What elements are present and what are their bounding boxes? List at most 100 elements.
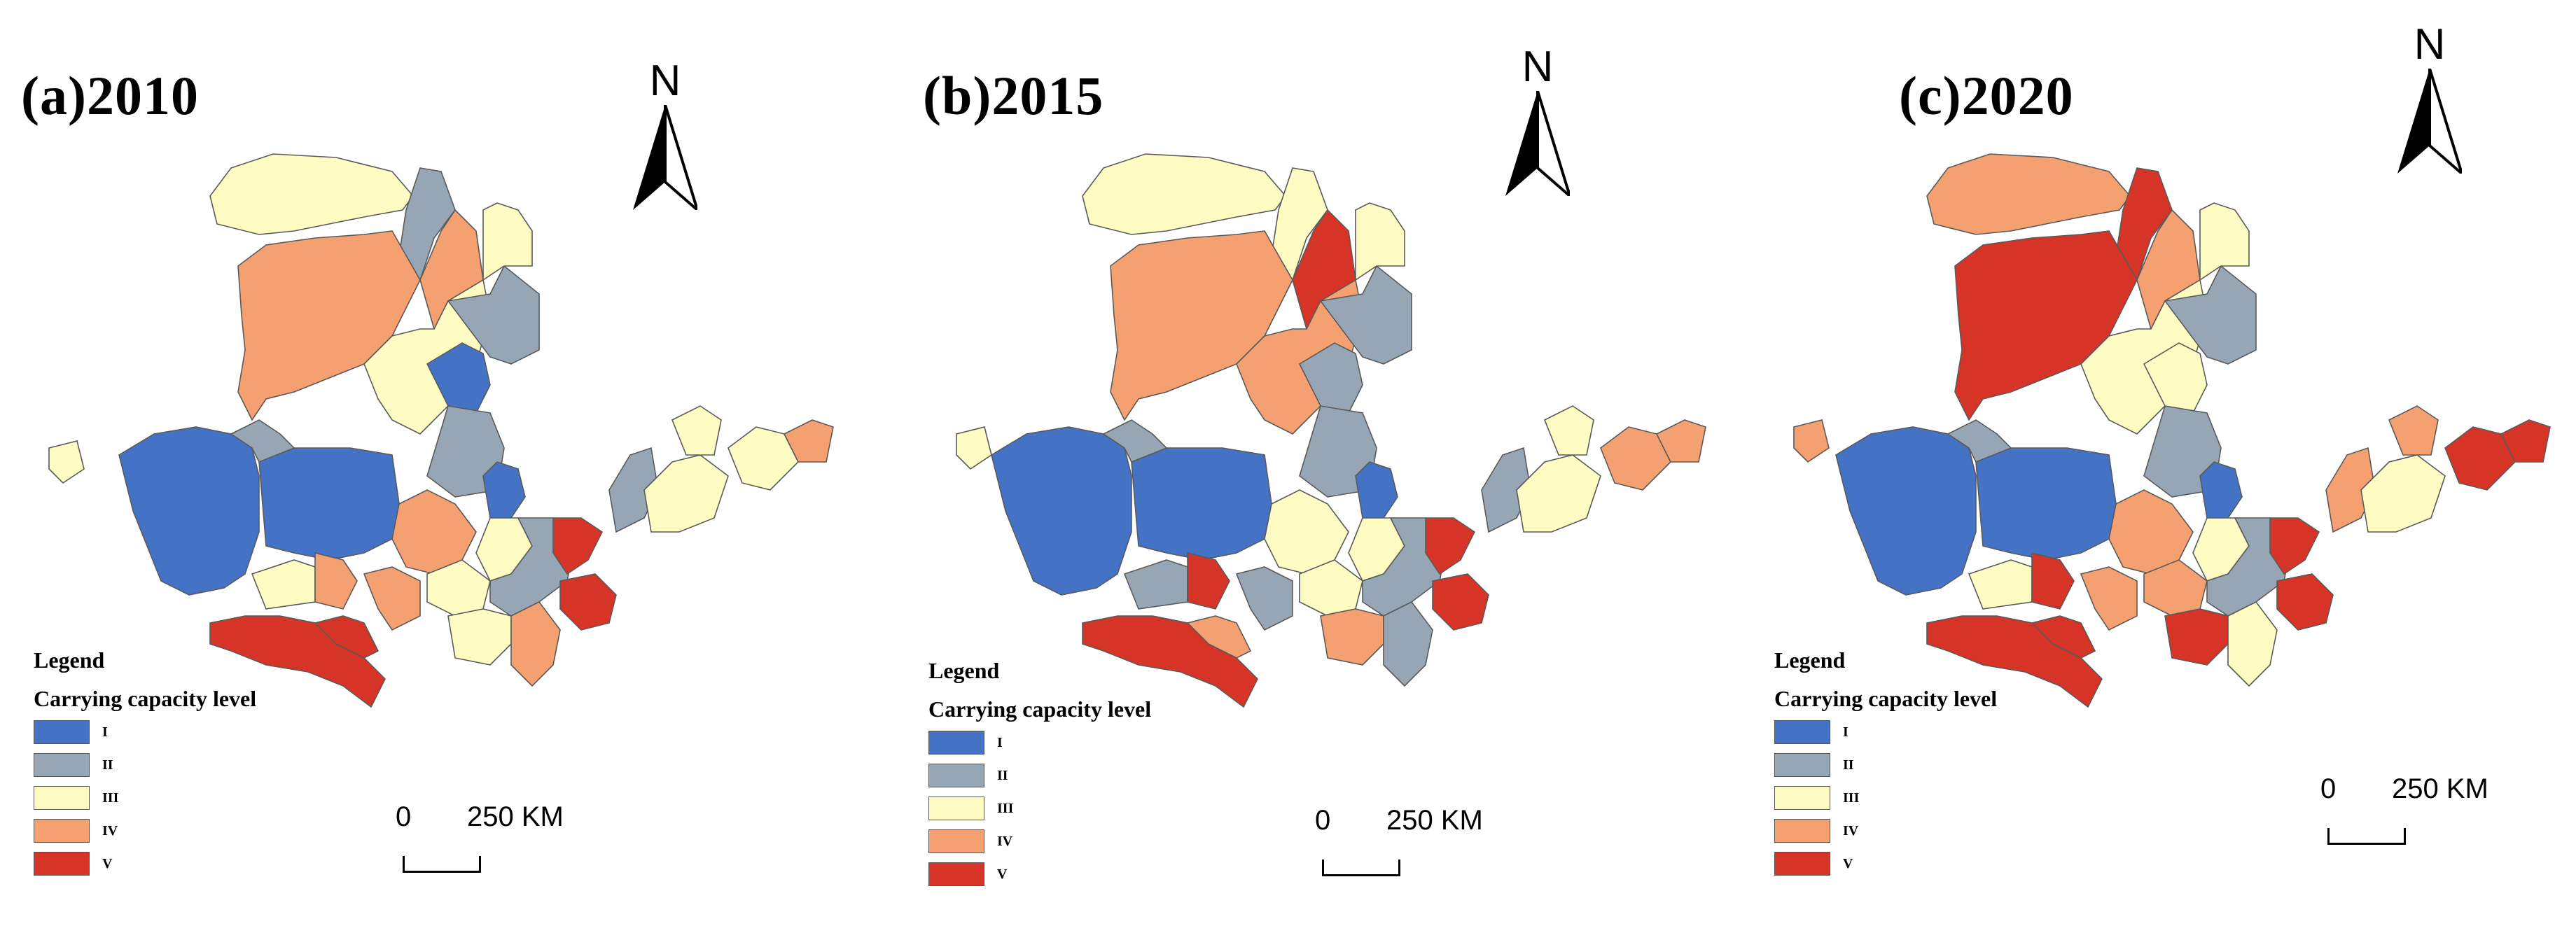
map-region xyxy=(559,573,617,631)
legend-item: IV xyxy=(1774,818,1997,843)
map-region xyxy=(1926,615,2103,708)
map-region xyxy=(510,601,561,687)
map-region xyxy=(237,230,421,421)
legend-item: I xyxy=(1774,720,1997,745)
map-region xyxy=(363,566,421,631)
map-region xyxy=(2227,601,2278,687)
legend-items: I II III IV V xyxy=(1774,720,1997,876)
map-region xyxy=(209,615,386,708)
scale-bar-line xyxy=(2327,828,2406,845)
map-region xyxy=(2031,615,2096,659)
panel-title: (a)2010 xyxy=(21,65,199,126)
legend-item: III xyxy=(34,785,256,811)
legend-swatch xyxy=(928,731,984,755)
north-label: N xyxy=(2414,20,2446,69)
map-region xyxy=(482,461,526,519)
map-region xyxy=(1968,559,2033,610)
map-panel-2020: (c)2020 N Legend Carrying capacity level… xyxy=(1717,0,2576,933)
legend-label: II xyxy=(102,757,113,773)
legend-title: Legend xyxy=(928,658,1000,683)
legend-subtitle: Carrying capacity level xyxy=(928,696,1152,722)
map-region-island xyxy=(956,426,992,470)
scale-zero-label: 0 xyxy=(396,801,412,832)
legend-item: II xyxy=(34,752,256,778)
map-region xyxy=(1319,265,1412,365)
map-region xyxy=(1947,419,2012,463)
map-region xyxy=(1655,419,1706,463)
legend-swatch xyxy=(1774,819,1830,843)
legend-swatch xyxy=(1774,720,1830,744)
map-region xyxy=(1425,517,1476,575)
legend: Legend Carrying capacity level I II III IV V xyxy=(34,647,256,876)
map-region xyxy=(1355,461,1398,519)
legend: Legend Carrying capacity level I II III IV V xyxy=(1774,647,1997,876)
legend-label: III xyxy=(997,800,1014,816)
scale-bar-line xyxy=(1322,860,1400,876)
map-region xyxy=(118,426,260,596)
legend-item: III xyxy=(928,796,1151,821)
legend-swatch xyxy=(928,797,984,820)
legend-label: I xyxy=(102,724,108,740)
legend-label: V xyxy=(997,866,1008,882)
map-region xyxy=(2164,265,2257,365)
legend-swatch xyxy=(928,829,984,853)
map-region xyxy=(1432,573,1489,631)
map-region xyxy=(1835,426,1977,596)
legend-label: II xyxy=(997,767,1008,783)
legend-item: II xyxy=(1774,752,1997,778)
legend-label: IV xyxy=(102,822,118,839)
map-region xyxy=(783,419,834,463)
legend-item: I xyxy=(928,730,1151,755)
region-map xyxy=(956,153,1706,708)
legend-label: V xyxy=(1843,855,1853,871)
map-region xyxy=(2388,405,2439,456)
map-region xyxy=(2269,517,2320,575)
legend-item: I xyxy=(34,720,256,745)
map-region xyxy=(230,419,295,463)
legend-swatch xyxy=(928,764,984,787)
scale-bar: 0 250 KM xyxy=(1315,805,1483,889)
legend-item: II xyxy=(928,763,1151,788)
map-region xyxy=(2199,461,2243,519)
legend-swatch xyxy=(1774,852,1830,876)
map-region xyxy=(643,454,729,533)
legend-item: III xyxy=(1774,785,1997,811)
map-region xyxy=(314,552,358,610)
region-map xyxy=(48,153,834,708)
north-label: N xyxy=(649,57,681,105)
map-region xyxy=(482,202,533,281)
map-panel-2015: (b)2015 N Legend Carrying capacity level… xyxy=(858,0,1717,933)
legend-swatch xyxy=(1774,753,1830,777)
legend-swatch xyxy=(34,786,90,810)
legend-item: V xyxy=(34,851,256,876)
map-region xyxy=(1975,447,2117,561)
map-region xyxy=(1186,615,1252,659)
map-region xyxy=(2360,454,2446,533)
map-region xyxy=(209,153,415,235)
map-region xyxy=(251,559,316,610)
legend-swatch xyxy=(34,753,90,777)
legend-item: IV xyxy=(928,829,1151,854)
map-region xyxy=(2276,573,2334,631)
north-arrow-icon xyxy=(1505,91,1570,196)
map-region xyxy=(1123,559,1188,610)
legend-title: Legend xyxy=(34,647,105,673)
scale-bar: 0 250 KM xyxy=(2320,773,2488,857)
legend-label: V xyxy=(102,855,113,871)
panel-title: (c)2020 xyxy=(1899,65,2074,126)
legend-swatch xyxy=(34,819,90,843)
map-region xyxy=(447,608,512,666)
map-region xyxy=(552,517,604,575)
legend-label: IV xyxy=(1843,822,1859,839)
legend-items: I II III IV V xyxy=(928,730,1151,887)
legend-swatch xyxy=(34,852,90,876)
map-region xyxy=(1516,454,1601,533)
map-region-island xyxy=(48,440,85,484)
map-region xyxy=(1355,202,1405,281)
panel-title: (b)2015 xyxy=(923,65,1104,126)
map-region xyxy=(258,447,400,561)
north-arrow: N xyxy=(1489,42,1587,203)
map-region xyxy=(314,615,380,659)
legend-title: Legend xyxy=(1774,647,1846,673)
legend-label: III xyxy=(102,790,119,806)
